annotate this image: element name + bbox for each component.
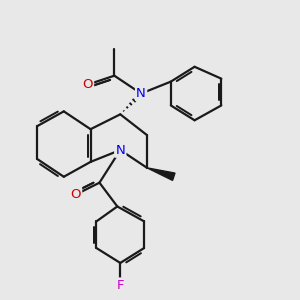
Text: O: O [70, 188, 81, 201]
Text: N: N [136, 87, 146, 100]
Text: O: O [82, 78, 93, 91]
Text: N: N [116, 143, 125, 157]
Polygon shape [147, 168, 175, 180]
Text: F: F [116, 279, 124, 292]
